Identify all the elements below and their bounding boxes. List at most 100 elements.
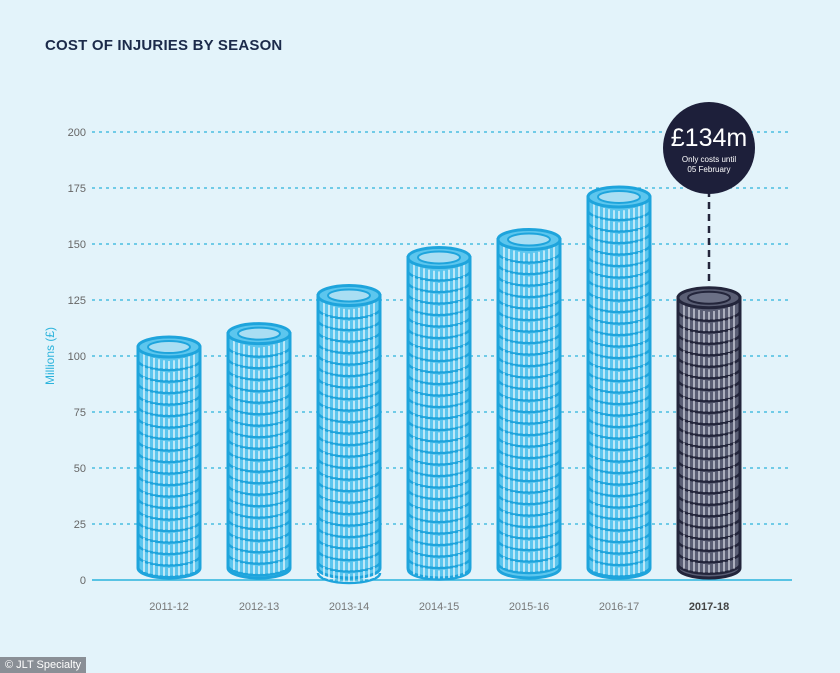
coin-edge xyxy=(406,396,472,409)
coin-edge xyxy=(226,346,292,358)
coin-edge xyxy=(676,529,742,541)
coin-edge xyxy=(586,462,652,475)
coin-edge xyxy=(316,354,382,366)
coin-edge xyxy=(406,523,472,535)
coin-edge xyxy=(136,474,202,487)
coin-edge xyxy=(676,517,742,529)
coin-edge xyxy=(586,370,652,383)
coin-edge xyxy=(136,566,202,579)
y-tick-label: 25 xyxy=(74,519,86,531)
coin-edge xyxy=(226,369,292,381)
y-tick-label: 125 xyxy=(68,295,86,307)
coin-edge xyxy=(676,414,742,426)
coin-edge xyxy=(676,563,742,575)
coin-edge xyxy=(586,405,652,417)
coin-edge xyxy=(496,401,562,414)
coin-edge xyxy=(406,385,472,397)
coin-edge xyxy=(676,460,742,472)
coin-edge xyxy=(136,543,202,556)
coin-edge xyxy=(676,437,742,449)
coin-edge xyxy=(496,344,562,356)
coin-edge xyxy=(316,492,382,504)
y-tick-label: 150 xyxy=(68,239,86,251)
coin-edge xyxy=(496,436,562,448)
coin-edge xyxy=(316,342,382,355)
coin-edge xyxy=(676,356,742,368)
coin-edge xyxy=(496,275,562,287)
coin-edge xyxy=(136,520,202,533)
coin-edge xyxy=(136,463,202,475)
coin-edge xyxy=(316,538,382,550)
coin-edge xyxy=(136,382,202,395)
coin-top-inner xyxy=(507,232,551,247)
coin-edge xyxy=(676,448,742,460)
coin-edge xyxy=(316,480,382,493)
coin-top-inner xyxy=(417,250,461,265)
y-tick-label: 50 xyxy=(74,463,86,475)
coin-edge xyxy=(586,267,652,279)
coin-edge xyxy=(586,278,652,291)
coin-edge xyxy=(496,493,562,506)
coin-edge xyxy=(406,488,472,501)
coin-edge xyxy=(406,569,472,581)
coin-stack-2017-18 xyxy=(676,286,742,580)
coin-edge xyxy=(406,350,472,363)
x-tick-label: 2017-18 xyxy=(689,601,729,613)
coin-edge xyxy=(586,508,652,521)
coin-edge xyxy=(586,566,652,578)
coin-edge xyxy=(226,449,292,462)
coin-top-inner xyxy=(597,189,641,204)
coin-edge xyxy=(136,417,202,429)
x-tick-label: 2012-13 xyxy=(239,601,279,613)
coin-edge xyxy=(226,380,292,393)
coin-edge xyxy=(586,439,652,452)
coin-edge xyxy=(136,394,202,406)
coin-edge xyxy=(676,345,742,357)
coin-edge xyxy=(496,447,562,460)
coin-top-inner xyxy=(147,340,191,355)
coin-edge xyxy=(676,506,742,518)
coin-edge xyxy=(406,281,472,294)
coin-edge xyxy=(406,511,472,524)
coin-edge xyxy=(586,382,652,394)
coin-edge xyxy=(316,411,382,424)
coin-edge xyxy=(496,367,562,379)
coin-edge xyxy=(676,310,742,322)
coin-edge xyxy=(226,426,292,439)
coin-edge xyxy=(586,347,652,360)
coin-edge xyxy=(226,530,292,542)
coin-edge xyxy=(586,543,652,555)
coin-top-inner xyxy=(327,288,371,303)
coin-edge xyxy=(496,482,562,494)
coin-edge xyxy=(406,431,472,443)
coin-edge xyxy=(316,377,382,389)
annotation-value: £134m xyxy=(671,124,747,152)
coin-edge xyxy=(136,405,202,418)
coin-edge xyxy=(316,331,382,343)
coin-edge xyxy=(406,327,472,340)
coin-edge xyxy=(496,263,562,276)
coin-edge xyxy=(496,390,562,402)
coin-edge xyxy=(406,419,472,432)
coin-edge xyxy=(496,562,562,575)
coin-stack-2013-14 xyxy=(316,284,382,585)
coin-edge xyxy=(406,557,472,570)
coin-edge xyxy=(136,428,202,441)
coin-edge xyxy=(496,528,562,540)
coin-edge xyxy=(136,497,202,510)
coin-edge xyxy=(406,304,472,317)
coin-edge xyxy=(226,392,292,404)
y-axis-label: Millions (£) xyxy=(43,327,57,385)
coin-top-inner xyxy=(687,290,731,305)
coin-edge xyxy=(316,515,382,527)
coin-edge xyxy=(496,378,562,391)
coin-edge xyxy=(586,324,652,337)
coin-edge xyxy=(226,484,292,496)
coin-edge xyxy=(676,322,742,334)
coin-edge xyxy=(586,336,652,348)
coin-edge xyxy=(316,308,382,320)
coin-edge xyxy=(316,457,382,470)
coin-edge xyxy=(406,534,472,547)
coin-edge xyxy=(676,402,742,414)
coin-edge xyxy=(136,509,202,521)
